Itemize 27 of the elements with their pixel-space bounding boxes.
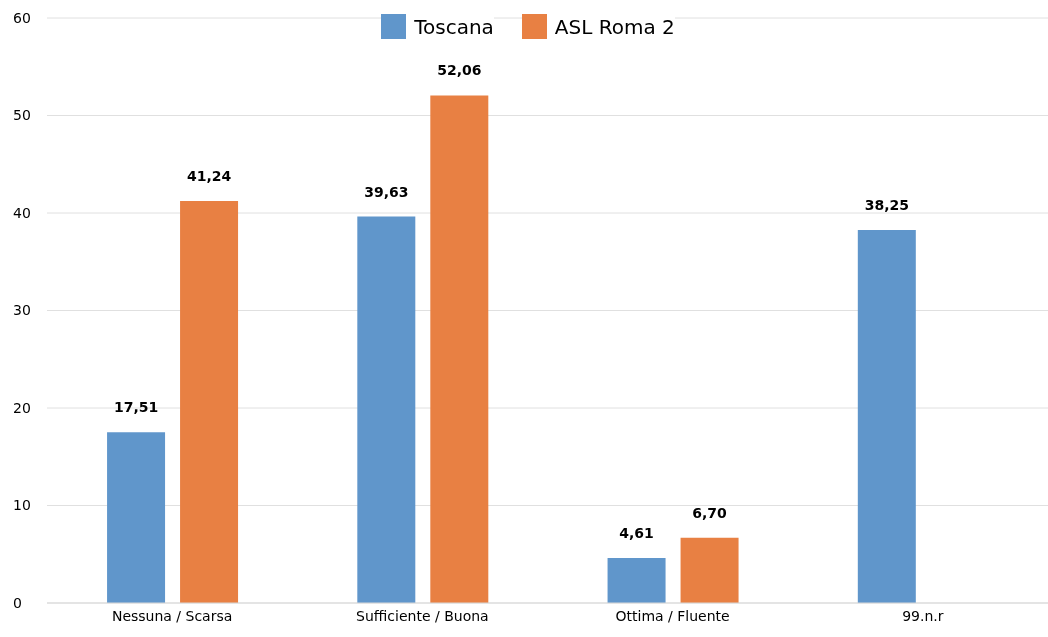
data-label: 38,25 bbox=[864, 197, 909, 214]
x-tick-label: Nessuna / Scarsa bbox=[111, 607, 233, 624]
y-tick-label: 50 bbox=[13, 107, 31, 124]
x-tick-label: Sufficiente / Buona bbox=[356, 607, 489, 624]
x-tick-label: Ottima / Fluente bbox=[615, 607, 730, 624]
y-tick-label: 20 bbox=[13, 399, 31, 416]
y-tick-label: 10 bbox=[13, 497, 31, 514]
data-label: 41,24 bbox=[186, 167, 232, 184]
bar bbox=[107, 432, 166, 603]
y-tick-label: 30 bbox=[13, 302, 31, 319]
bar bbox=[607, 558, 666, 603]
data-label: 17,51 bbox=[113, 399, 159, 416]
data-label: 39,63 bbox=[364, 183, 409, 200]
data-label: 4,61 bbox=[619, 525, 654, 542]
bar bbox=[680, 537, 739, 603]
bar bbox=[180, 200, 239, 603]
y-tick-label: 0 bbox=[13, 594, 22, 611]
legend-label: Toscana bbox=[414, 14, 494, 39]
y-tick-label: 60 bbox=[13, 9, 31, 26]
y-tick-label: 40 bbox=[13, 204, 31, 221]
legend-label: ASL Roma 2 bbox=[554, 14, 675, 39]
data-label: 52,06 bbox=[437, 62, 482, 79]
bar bbox=[357, 216, 416, 603]
x-tick-label: 99.n.r bbox=[902, 607, 944, 624]
bar bbox=[430, 95, 489, 603]
bar bbox=[857, 230, 916, 603]
data-label: 6,70 bbox=[692, 504, 728, 521]
